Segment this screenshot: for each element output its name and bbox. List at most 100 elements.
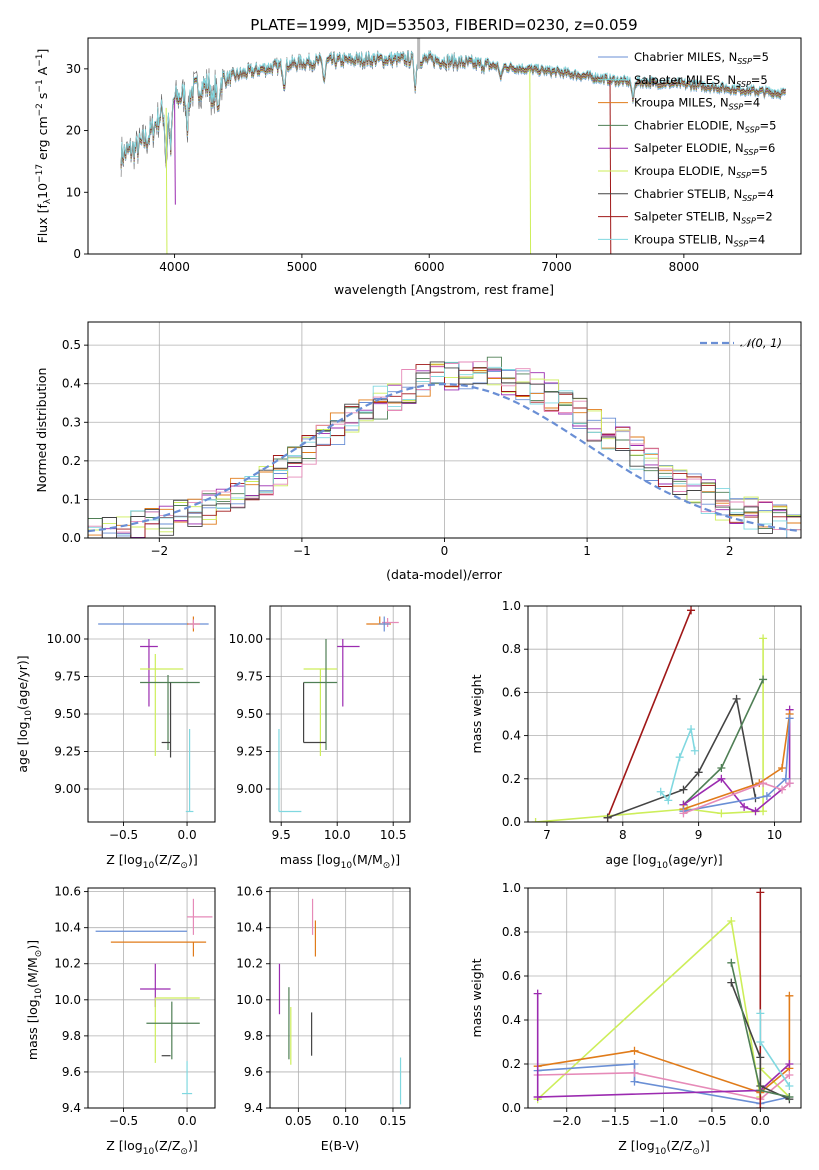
weight-point: [717, 764, 726, 772]
spectrum-model-line: [120, 50, 786, 165]
y-tick-label: 10.00: [229, 632, 263, 646]
y-tick-label: 1.0: [502, 881, 521, 895]
x-tick-label: −0.5: [697, 1114, 726, 1128]
weight-line: [683, 713, 791, 810]
residual-histogram: [88, 364, 801, 538]
y-tick-label: 9.25: [236, 745, 263, 759]
weight-point: [756, 1086, 765, 1095]
error-bar: [140, 654, 184, 756]
weight-point: [630, 1068, 639, 1077]
error-bar: [378, 616, 390, 632]
y-tick-label: 0.4: [502, 729, 521, 743]
axes-frame: [87, 887, 216, 1109]
weight-point: [656, 787, 665, 796]
weight-line: [683, 709, 791, 813]
y-tick-label: 9.50: [54, 707, 81, 721]
x-tick-label: 7000: [541, 260, 572, 274]
error-bar: [185, 729, 194, 813]
x-tick-label: 0.0: [178, 828, 197, 842]
legend-entry: Kroupa STELIB, NSSP=4: [634, 232, 765, 248]
y-tick-label: 9.8: [244, 1029, 263, 1043]
y-tick-label: 0.4: [502, 1013, 521, 1027]
weight-point: [759, 807, 768, 816]
error-bar: [140, 675, 200, 750]
weight-point: [778, 764, 787, 772]
panel-mass_vs_EBV: 0.05 0.10 0.15 9.4 9.6 9.8 10.0 10.2 10.4 10.6 E(B…: [236, 885, 411, 1153]
legend-entry: Chabrier STELIB, NSSP=4: [634, 187, 774, 203]
y-tick-label: 9.75: [54, 670, 81, 684]
x-tick-label: 8000: [669, 260, 700, 274]
y-tick-label: 0.4: [62, 377, 81, 391]
y-axis-label: Normed distribution: [34, 368, 49, 493]
error-bar: [303, 639, 338, 750]
error-bar: [278, 729, 302, 813]
residual-histogram: [88, 361, 801, 538]
axes-frame: [527, 605, 802, 823]
weight-point: [630, 1077, 639, 1086]
x-tick-label: 9: [695, 828, 703, 842]
legend-entry: Salpeter ELODIE, NSSP=6: [634, 141, 775, 157]
weight-line: [537, 1071, 790, 1101]
x-tick-label: 0: [441, 544, 449, 558]
weight-line: [660, 726, 696, 803]
x-tick-label: 0.10: [332, 1114, 359, 1128]
error-bar: [181, 1061, 193, 1095]
x-tick-label: 10.0: [324, 828, 351, 842]
masked-region: [417, 38, 421, 69]
y-tick-label: 9.00: [54, 782, 81, 796]
y-tick-label: 10.0: [54, 993, 81, 1007]
weight-point: [785, 714, 794, 723]
legend-entry: 𝒩(0, 1): [740, 336, 782, 350]
x-tick-label: −0.5: [109, 828, 138, 842]
weight-line: [535, 638, 764, 822]
weight-line: [759, 1013, 791, 1087]
error-bar: [154, 997, 200, 1063]
y-tick-label: 9.25: [54, 745, 81, 759]
weight-point: [533, 989, 542, 998]
x-tick-label: −1.0: [649, 1114, 678, 1128]
y-tick-label: 10.6: [236, 885, 263, 899]
y-tick-label: 1.0: [502, 599, 521, 613]
weight-point: [756, 888, 765, 897]
weight-point: [756, 1009, 765, 1018]
y-tick-label: 9.00: [236, 782, 263, 796]
weight-point: [679, 785, 688, 794]
gaussian-curve: [88, 382, 801, 533]
y-tick-label: 0.3: [62, 415, 81, 429]
spectrum-feature: [529, 69, 532, 254]
residual-histogram: [88, 361, 801, 538]
weight-point: [679, 809, 688, 818]
x-tick-label: −2.0: [552, 1114, 581, 1128]
weight-point: [756, 1038, 765, 1046]
weight-point: [785, 1060, 794, 1068]
x-tick-label: 0.15: [380, 1114, 407, 1128]
weight-line: [607, 696, 757, 819]
weight-point: [664, 796, 673, 805]
y-tick-label: 9.6: [62, 1065, 81, 1079]
spectrum-feature: [609, 79, 612, 254]
x-axis-label: Z [log10(Z/Z⊙)]: [106, 852, 197, 871]
y-tick-label: 9.8: [62, 1029, 81, 1043]
weight-point: [759, 779, 768, 788]
legend-entry: Kroupa ELODIE, NSSP=5: [634, 164, 768, 180]
weight-point: [785, 991, 794, 1000]
weight-point: [756, 1053, 765, 1062]
weight-point: [785, 1093, 794, 1101]
weight-point: [781, 774, 790, 783]
y-tick-label: 10: [66, 185, 81, 199]
legend-entry: Salpeter MILES, NSSP=5: [634, 73, 768, 89]
x-tick-label: −1: [293, 544, 311, 558]
y-axis-label: Flux [fλ10−17 erg cm−2 s−1 A−1]: [35, 49, 53, 244]
x-tick-label: 9.5: [272, 828, 291, 842]
y-tick-label: 10.2: [236, 957, 263, 971]
weight-point: [630, 1046, 639, 1055]
y-axis-label: mass [log10(M/M⊙)]: [25, 940, 44, 1060]
error-bar: [303, 682, 326, 744]
weight-point: [533, 1093, 542, 1101]
x-axis-label: wavelength [Angstrom, rest frame]: [334, 282, 554, 297]
y-tick-label: 10.00: [47, 632, 81, 646]
x-tick-label: 7: [543, 828, 551, 842]
y-tick-label: 0.6: [502, 969, 521, 983]
y-tick-label: 10.6: [54, 885, 81, 899]
